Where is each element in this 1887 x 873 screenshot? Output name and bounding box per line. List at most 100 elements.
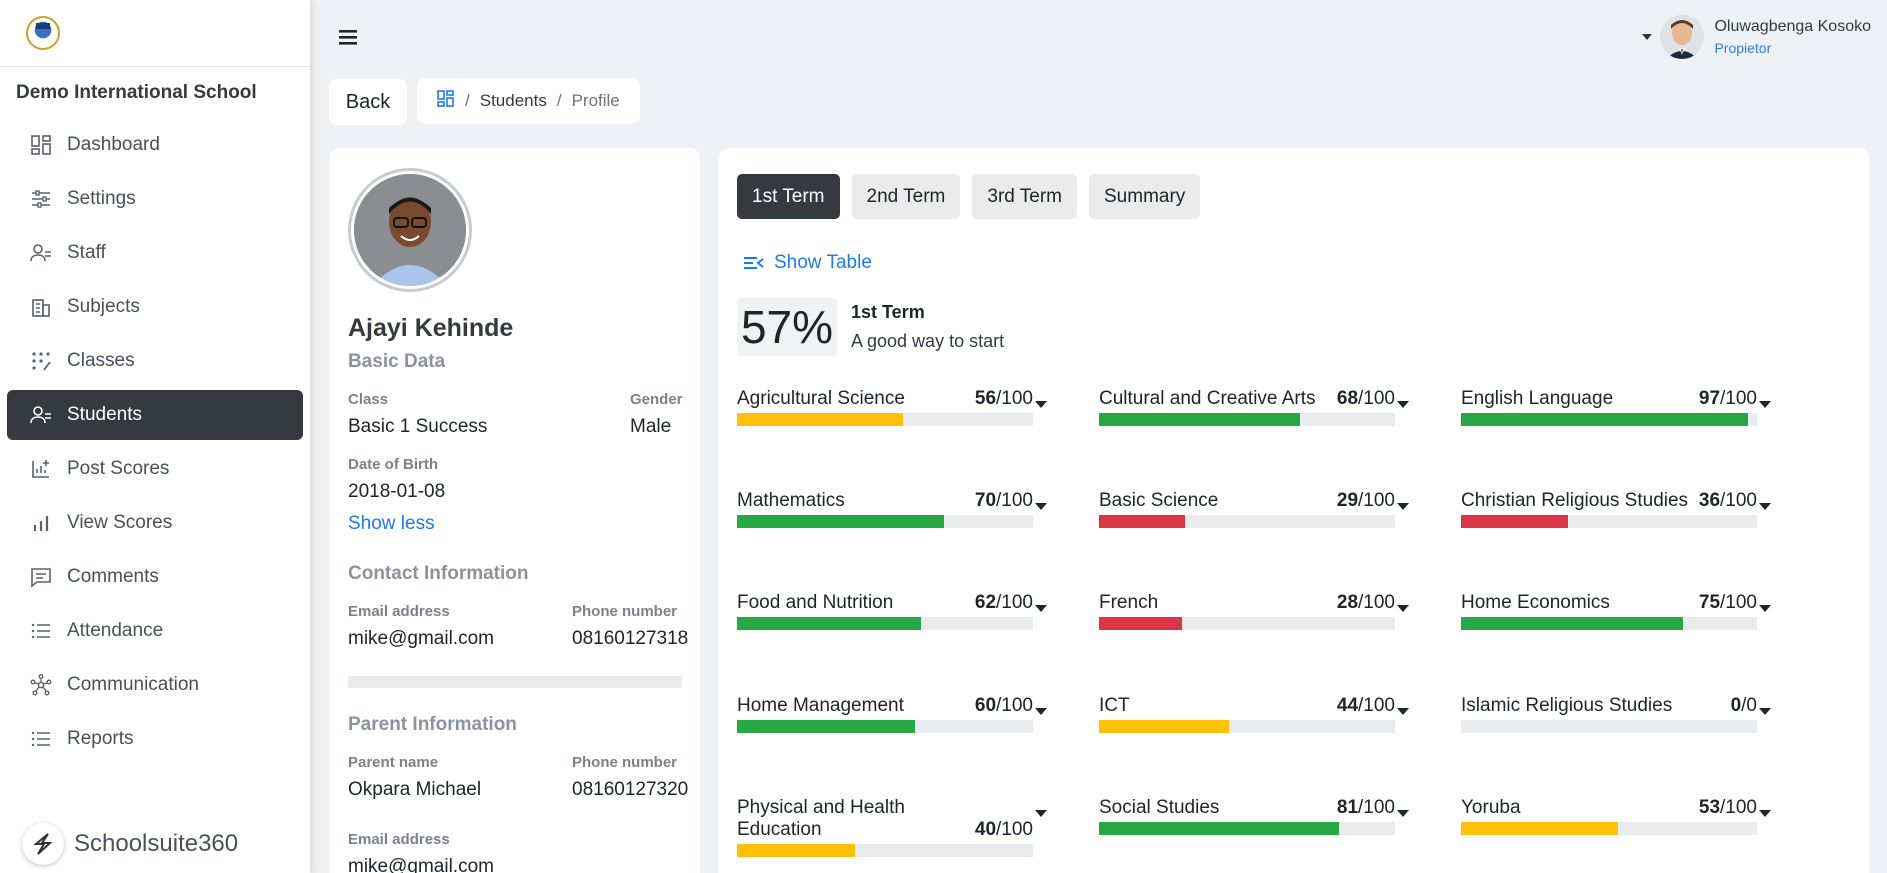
- back-button[interactable]: Back: [329, 79, 407, 125]
- brand-footer: Schoolsuite360: [22, 823, 238, 865]
- subject-score-value: 36: [1698, 490, 1721, 511]
- subject-score: 62/100: [975, 592, 1033, 614]
- gender-value: Male: [630, 416, 672, 437]
- sidebar-item-label: Classes: [67, 350, 135, 371]
- subject-progress-bar: [1461, 617, 1757, 630]
- subject-score-item: Food and Nutrition 62/100: [737, 592, 1047, 630]
- chevron-down-icon[interactable]: [1035, 401, 1047, 408]
- post-scores-icon: [29, 457, 53, 481]
- sidebar-item-students[interactable]: Students: [7, 390, 303, 440]
- score-separator: /: [1720, 490, 1726, 511]
- sidebar-item-reports[interactable]: Reports: [7, 714, 303, 764]
- tab-1st-term[interactable]: 1st Term: [737, 174, 840, 219]
- show-table-toggle[interactable]: Show Table: [744, 252, 872, 274]
- term-tabs: 1st Term 2nd Term 3rd Term Summary: [737, 174, 1212, 219]
- menu-toggle-icon[interactable]: [337, 27, 359, 47]
- subject-score-max: 100: [1001, 592, 1033, 613]
- parent-email-label: Email address: [348, 831, 450, 848]
- subject-score-max: 0: [1746, 695, 1757, 716]
- school-logo-icon[interactable]: [26, 16, 60, 50]
- subject-score-item: Mathematics 70/100: [737, 490, 1047, 528]
- tab-2nd-term[interactable]: 2nd Term: [851, 174, 961, 219]
- chevron-down-icon[interactable]: [1759, 810, 1771, 817]
- sidebar-item-label: Attendance: [67, 620, 164, 641]
- comment-icon: [29, 565, 53, 589]
- sidebar-item-staff[interactable]: Staff: [7, 228, 303, 278]
- dob-label: Date of Birth: [348, 456, 438, 473]
- subject-score-item: French 28/100: [1099, 592, 1409, 630]
- subject-score: 0/0: [1731, 695, 1757, 717]
- subject-score-value: 75: [1698, 592, 1721, 613]
- sidebar-item-post-scores[interactable]: Post Scores: [7, 444, 303, 494]
- breadcrumb-profile: Profile: [571, 91, 620, 110]
- chevron-down-icon[interactable]: [1759, 503, 1771, 510]
- sidebar-item-attendance[interactable]: Attendance: [7, 606, 303, 656]
- chevron-down-icon[interactable]: [1397, 503, 1409, 510]
- table-toggle-icon: [744, 257, 764, 269]
- subject-score: 56/100: [975, 388, 1033, 410]
- subject-score-max: 100: [1725, 388, 1757, 409]
- subject-progress-bar: [1099, 822, 1395, 835]
- user-menu[interactable]: Oluwagbenga Kosoko Propietor: [1642, 15, 1871, 59]
- parent-phone-label: Phone number: [572, 754, 678, 771]
- subject-progress-bar: [1099, 720, 1395, 733]
- subject-score: 60/100: [975, 695, 1033, 717]
- subject-score-value: 97: [1698, 388, 1721, 409]
- subject-progress-bar: [737, 844, 1033, 857]
- subject-progress-fill: [1099, 617, 1182, 630]
- chevron-down-icon[interactable]: [1397, 810, 1409, 817]
- subject-score-item: English Language 97/100: [1461, 388, 1771, 426]
- sidebar-item-dashboard[interactable]: Dashboard: [7, 120, 303, 170]
- show-less-link[interactable]: Show less: [348, 513, 435, 534]
- subject-name: Social Studies: [1099, 797, 1220, 818]
- chevron-down-icon[interactable]: [1397, 708, 1409, 715]
- sidebar-item-settings[interactable]: Settings: [7, 174, 303, 224]
- subject-progress-fill: [1099, 515, 1185, 528]
- chevron-down-icon[interactable]: [1397, 401, 1409, 408]
- chevron-down-icon[interactable]: [1035, 708, 1047, 715]
- parent-email-value: mike@gmail.com: [348, 856, 494, 873]
- subject-score-item: Home Economics 75/100: [1461, 592, 1771, 630]
- breadcrumb-students[interactable]: Students: [479, 91, 547, 110]
- subject-score-item: Agricultural Science 56/100: [737, 388, 1047, 426]
- subject-score-value: 60: [974, 695, 997, 716]
- parent-phone-value: 08160127320: [572, 779, 689, 800]
- user-avatar[interactable]: [1660, 15, 1705, 59]
- sidebar-item-subjects[interactable]: Subjects: [7, 282, 303, 332]
- phone-label: Phone number: [572, 603, 678, 620]
- subject-score-max: 100: [1001, 490, 1033, 511]
- dashboard-icon: [29, 133, 53, 157]
- dashboard-grid-icon[interactable]: [437, 89, 455, 113]
- chevron-down-icon[interactable]: [1035, 605, 1047, 612]
- tab-summary[interactable]: Summary: [1089, 174, 1201, 219]
- chevron-down-icon[interactable]: [1035, 503, 1047, 510]
- sidebar-item-comments[interactable]: Comments: [7, 552, 303, 602]
- list-icon: [29, 619, 53, 643]
- subject-progress-fill: [1099, 720, 1230, 733]
- chevron-down-icon[interactable]: [1759, 401, 1771, 408]
- subject-name: Agricultural Science: [737, 388, 905, 409]
- subject-progress-fill: [737, 617, 921, 630]
- tab-3rd-term[interactable]: 3rd Term: [972, 174, 1077, 219]
- class-label: Class: [348, 391, 389, 408]
- subject-progress-bar: [737, 515, 1033, 528]
- sidebar-item-view-scores[interactable]: View Scores: [7, 498, 303, 548]
- email-label: Email address: [348, 603, 450, 620]
- chevron-down-icon[interactable]: [1759, 605, 1771, 612]
- subject-progress-fill: [737, 844, 856, 857]
- score-separator: /: [1741, 695, 1747, 716]
- subject-progress-bar: [1461, 720, 1757, 733]
- chevron-down-icon[interactable]: [1642, 34, 1653, 40]
- sidebar-item-label: Comments: [67, 566, 159, 587]
- sidebar-item-label: Post Scores: [67, 458, 170, 479]
- sidebar: Demo International School Dashboard Setti…: [0, 0, 310, 873]
- user-role: Propietor: [1714, 40, 1772, 56]
- chevron-down-icon[interactable]: [1759, 708, 1771, 715]
- sidebar-item-communication[interactable]: Communication: [7, 660, 303, 710]
- bar-chart-icon: [29, 511, 53, 535]
- chevron-down-icon[interactable]: [1397, 605, 1409, 612]
- subject-name: Islamic Religious Studies: [1461, 695, 1673, 716]
- subject-score-max: 100: [1363, 490, 1395, 511]
- sidebar-item-classes[interactable]: Classes: [7, 336, 303, 386]
- chevron-down-icon[interactable]: [1035, 810, 1047, 817]
